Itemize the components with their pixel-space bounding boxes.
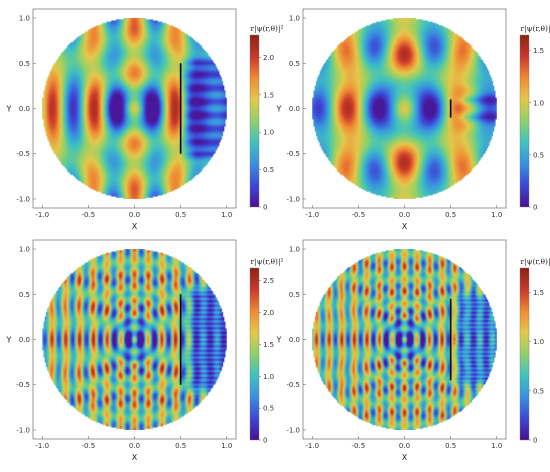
colorbar-tick-label: 1.5 — [533, 289, 544, 297]
x-tick-label: -1.0 — [35, 442, 49, 450]
x-tick-label: 1.0 — [221, 442, 232, 450]
y-axis-label: Y — [276, 336, 282, 345]
x-tick-label: -0.5 — [352, 442, 366, 450]
x-tick-label: 0.0 — [399, 211, 410, 219]
colorbar-tick-label: 0.5 — [533, 387, 544, 395]
y-tick-label: -1.0 — [16, 195, 30, 203]
y-axis-label: Y — [276, 105, 282, 114]
y-tick-label: 0.5 — [289, 60, 300, 68]
colorbar-tick-label: 0.5 — [533, 151, 544, 159]
x-tick-label: 0.0 — [129, 211, 140, 219]
colorbar-tick-label: 1.5 — [533, 47, 544, 55]
x-tick-label: 1.0 — [491, 442, 502, 450]
colorbar — [249, 34, 260, 208]
density-disk — [312, 249, 497, 430]
colorbar — [519, 267, 530, 441]
colorbar-tick-label: 2.5 — [263, 277, 274, 285]
x-tick-label: -0.5 — [352, 211, 366, 219]
y-axis-label: Y — [6, 105, 12, 114]
y-axis-label: Y — [6, 336, 12, 345]
x-tick-label: 0.5 — [175, 442, 186, 450]
x-tick-label: 0.5 — [175, 211, 186, 219]
panel-bottom-right: -1.0 -0.5 0.0 0.5 1.0 -1.0 -0.5 0.0 0.5 1.0 X Y 0 0.5… — [276, 239, 550, 462]
y-tick-label: -1.0 — [286, 195, 300, 203]
colorbar-tick-label: 0.5 — [263, 166, 274, 174]
y-tick-label: -0.5 — [286, 381, 300, 389]
y-tick-label: 0.5 — [19, 60, 30, 68]
colorbar-title: r|ψ(r,θ)|² — [520, 24, 550, 33]
y-tick-label: 0.0 — [289, 336, 300, 344]
density-disk — [42, 249, 227, 430]
x-tick-label: 0.5 — [445, 211, 456, 219]
y-tick-label: 0.5 — [19, 291, 30, 299]
x-tick-label: 1.0 — [221, 211, 232, 219]
y-tick-label: 1.0 — [289, 246, 300, 254]
x-axis-label: X — [402, 222, 408, 231]
colorbar-tick-label: 1.0 — [533, 338, 544, 346]
colorbar — [249, 267, 260, 441]
colorbar-tick-label: 1.0 — [533, 99, 544, 107]
x-tick-label: 1.0 — [491, 211, 502, 219]
x-tick-label: -1.0 — [305, 211, 319, 219]
y-tick-label: 1.0 — [289, 15, 300, 23]
panel-bottom-left: -1.0 -0.5 0.0 0.5 1.0 -1.0 -0.5 0.0 0.5 1.0 X Y 0 0.5… — [6, 239, 284, 462]
colorbar-tick-label: 0 — [263, 437, 267, 445]
colorbar-tick-label: 2.0 — [263, 309, 274, 317]
colorbar-tick-label: 1.0 — [263, 373, 274, 381]
y-tick-label: 0.0 — [289, 105, 300, 113]
colorbar-tick-label: 1.0 — [263, 129, 274, 137]
x-tick-label: -1.0 — [305, 442, 319, 450]
colorbar-title: r|ψ(r,θ)|² — [250, 257, 283, 266]
x-tick-label: 0.0 — [129, 442, 140, 450]
colorbar-tick-label: 2.0 — [263, 54, 274, 62]
y-tick-label: -1.0 — [286, 426, 300, 434]
y-tick-label: 0.5 — [289, 291, 300, 299]
density-disk — [312, 18, 497, 199]
colorbar-tick-label: 0 — [533, 437, 537, 445]
density-disk — [42, 18, 227, 199]
panel-top-left: -1.0 -0.5 0.0 0.5 1.0 -1.0 -0.5 0.0 0.5 1.0 X Y 0 0.5… — [6, 8, 284, 231]
x-tick-label: 0.5 — [445, 442, 456, 450]
colorbar-tick-label: 0.5 — [263, 405, 274, 413]
x-tick-label: 0.0 — [399, 442, 410, 450]
x-axis-label: X — [132, 222, 138, 231]
panel-top-right: -1.0 -0.5 0.0 0.5 1.0 -1.0 -0.5 0.0 0.5 1.0 X Y 0 0.5… — [276, 8, 550, 231]
y-tick-label: 1.0 — [19, 246, 30, 254]
x-axis-label: X — [402, 453, 408, 462]
colorbar — [519, 34, 530, 208]
colorbar-tick-label: 1.5 — [263, 91, 274, 99]
x-tick-label: -0.5 — [82, 211, 96, 219]
colorbar-tick-label: 0 — [263, 204, 267, 212]
colorbar-title: r|ψ(r,θ)|² — [520, 257, 550, 266]
y-tick-label: 0.0 — [19, 336, 30, 344]
x-tick-label: -1.0 — [35, 211, 49, 219]
y-tick-label: -0.5 — [16, 381, 30, 389]
colorbar-tick-label: 0 — [533, 204, 537, 212]
y-tick-label: 1.0 — [19, 15, 30, 23]
y-tick-label: -1.0 — [16, 426, 30, 434]
y-tick-label: -0.5 — [286, 150, 300, 158]
colorbar-tick-label: 1.5 — [263, 341, 274, 349]
x-axis-label: X — [132, 453, 138, 462]
y-tick-label: 0.0 — [19, 105, 30, 113]
x-tick-label: -0.5 — [82, 442, 96, 450]
y-tick-label: -0.5 — [16, 150, 30, 158]
colorbar-title: r|ψ(r,θ)|² — [250, 24, 283, 33]
